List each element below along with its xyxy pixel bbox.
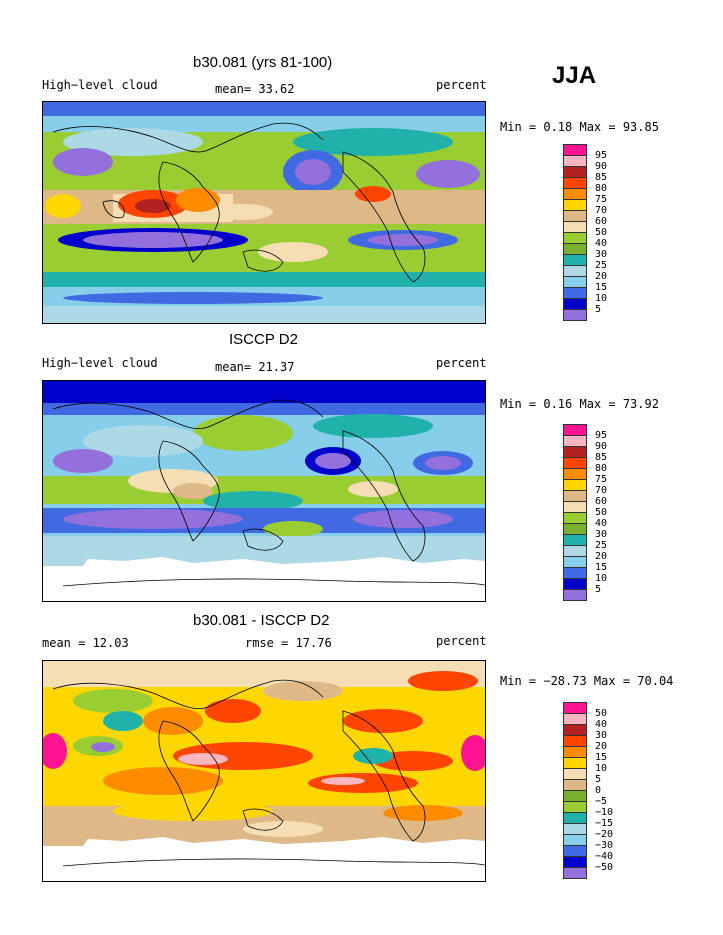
panel-2-swatch-16: [563, 589, 587, 601]
panel-2-tick-label: 15: [595, 562, 608, 573]
panel-1-tick-label: 60: [595, 216, 608, 227]
panel-1-variable-label: High−level cloud: [42, 78, 158, 92]
panel-3-tick-label: −50: [595, 862, 614, 873]
panel-3-units-label: percent: [436, 634, 487, 648]
panel-2-tick-label: 40: [595, 518, 608, 529]
panel-2-units-label: percent: [436, 356, 487, 370]
panel-2-tick-label: 20: [595, 551, 608, 562]
panel-1-units-label: percent: [436, 78, 487, 92]
panel-1-tick-label: 20: [595, 271, 608, 282]
panel-2-minmax: Min = 0.16 Max = 73.92: [500, 397, 659, 411]
panel-2-tick-label: 70: [595, 485, 608, 496]
panel-3-tick-label: 5: [595, 774, 602, 785]
panel-3-rmse-label: rmse = 17.76: [245, 636, 332, 650]
panel-3-tick-label: −30: [595, 840, 614, 851]
panel-3-title: b30.081 - ISCCP D2: [193, 612, 330, 629]
panel-1-tick-label: 50: [595, 227, 608, 238]
panel-3-tick-label: −10: [595, 807, 614, 818]
panel-3-tick-label: −20: [595, 829, 614, 840]
panel-1-tick-label: 85: [595, 172, 608, 183]
panel-3-tick-label: 50: [595, 708, 608, 719]
panel-2-title: ISCCP D2: [229, 331, 298, 348]
season-label: JJA: [552, 62, 597, 89]
panel-1-tick-label: 75: [595, 194, 608, 205]
panel-2-variable-label: High−level cloud: [42, 356, 158, 370]
panel-2-tick-label: 10: [595, 573, 608, 584]
panel-1-tick-label: 95: [595, 150, 608, 161]
panel-1-tick-label: 10: [595, 293, 608, 304]
panel-3-tick-label: −40: [595, 851, 614, 862]
panel-3-tick-label: 0: [595, 785, 602, 796]
panel-1-tick-label: 40: [595, 238, 608, 249]
panel-2-tick-label: 75: [595, 474, 608, 485]
panel-2-tick-label: 50: [595, 507, 608, 518]
panel-1-tick-label: 25: [595, 260, 608, 271]
panel-2-mean-label: mean= 21.37: [215, 360, 295, 374]
panel-3-map: [42, 660, 486, 882]
panel-1-swatch-16: [563, 309, 587, 321]
panel-3-tick-label: −15: [595, 818, 614, 829]
panel-3-tick-label: 40: [595, 719, 608, 730]
panel-3-minmax: Min = −28.73 Max = 70.04: [500, 674, 674, 688]
panel-1-tick-label: 30: [595, 249, 608, 260]
panel-1-tick-label: 70: [595, 205, 608, 216]
panel-1-minmax: Min = 0.18 Max = 93.85: [500, 120, 659, 134]
panel-2-tick-label: 95: [595, 430, 608, 441]
panel-2-tick-label: 60: [595, 496, 608, 507]
panel-1-map: [42, 101, 486, 324]
panel-2-tick-label: 85: [595, 452, 608, 463]
panel-2-tick-label: 90: [595, 441, 608, 452]
panel-2-tick-label: 80: [595, 463, 608, 474]
panel-3-mean-label: mean = 12.03: [42, 636, 129, 650]
panel-1-mean-label: mean= 33.62: [215, 82, 295, 96]
panel-1-tick-label: 90: [595, 161, 608, 172]
panel-2-tick-label: 5: [595, 584, 602, 595]
panel-3-tick-label: −5: [595, 796, 608, 807]
panel-3-tick-label: 30: [595, 730, 608, 741]
panel-3-tick-label: 10: [595, 763, 608, 774]
panel-1-title: b30.081 (yrs 81-100): [193, 54, 333, 71]
panel-3-swatch-16: [563, 867, 587, 879]
panel-1-tick-label: 5: [595, 304, 602, 315]
panel-2-tick-label: 25: [595, 540, 608, 551]
panel-2-tick-label: 30: [595, 529, 608, 540]
panel-1-tick-label: 15: [595, 282, 608, 293]
panel-3-tick-label: 15: [595, 752, 608, 763]
panel-2-map: [42, 380, 486, 602]
panel-1-tick-label: 80: [595, 183, 608, 194]
panel-3-tick-label: 20: [595, 741, 608, 752]
